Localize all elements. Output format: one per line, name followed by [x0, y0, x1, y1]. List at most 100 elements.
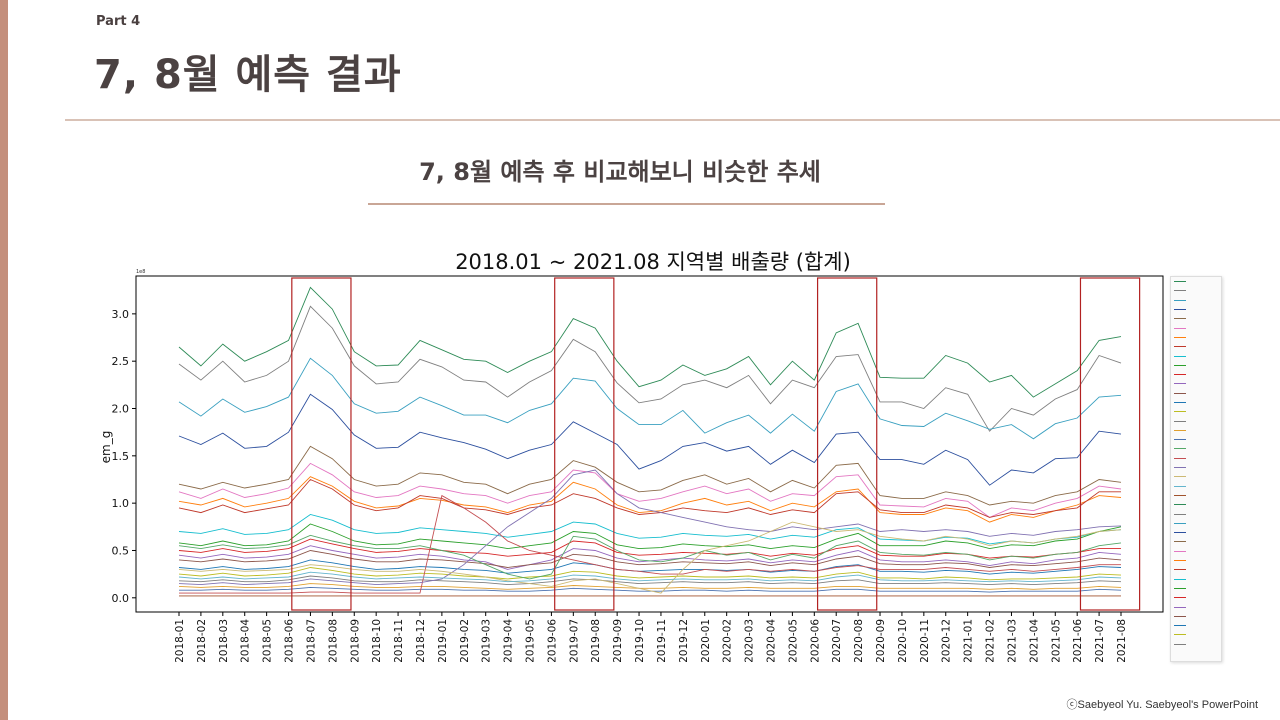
legend-item	[1171, 584, 1221, 593]
series-line	[179, 515, 1121, 544]
legend-swatch	[1174, 569, 1186, 570]
legend-item	[1171, 416, 1221, 425]
legend-swatch	[1174, 588, 1186, 589]
x-tick-label: 2020-10	[897, 619, 909, 662]
x-tick-label: 2021-04	[1028, 619, 1040, 662]
legend-swatch	[1174, 644, 1186, 645]
series-line	[179, 358, 1121, 439]
y-tick-label: 1.0	[112, 497, 130, 510]
legend-swatch	[1174, 616, 1186, 617]
x-tick-label: 2018-02	[196, 619, 208, 662]
legend-swatch	[1174, 486, 1186, 487]
legend-swatch	[1174, 523, 1186, 524]
x-tick-label: 2019-12	[678, 619, 690, 662]
legend-swatch	[1174, 514, 1186, 515]
series-line	[179, 551, 1121, 568]
series-line	[179, 524, 1121, 549]
legend-item	[1171, 575, 1221, 584]
part-label: Part 4	[96, 14, 140, 29]
x-tick-label: 2018-09	[349, 619, 361, 662]
legend-item	[1171, 314, 1221, 323]
legend-item	[1171, 305, 1221, 314]
legend-item	[1171, 556, 1221, 565]
legend-swatch	[1174, 458, 1186, 459]
subtitle-divider	[368, 203, 885, 205]
legend-item	[1171, 602, 1221, 611]
y-tick-label: 2.0	[112, 403, 130, 416]
legend-item	[1171, 528, 1221, 537]
x-tick-label: 2020-11	[919, 619, 931, 662]
x-tick-label: 2020-09	[875, 619, 887, 662]
x-tick-label: 2019-02	[459, 619, 471, 662]
legend-swatch	[1174, 430, 1186, 431]
legend-swatch	[1174, 365, 1186, 366]
x-tick-label: 2019-01	[437, 619, 449, 662]
series-line	[179, 539, 1121, 558]
legend-swatch	[1174, 597, 1186, 598]
legend-swatch	[1174, 383, 1186, 384]
y-tick-label: 3.0	[112, 308, 130, 321]
legend-item	[1171, 621, 1221, 630]
legend-swatch	[1174, 393, 1186, 394]
legend-swatch	[1174, 281, 1186, 282]
y-offset-label: 1e8	[136, 269, 145, 275]
legend-swatch	[1174, 448, 1186, 449]
legend-swatch	[1174, 625, 1186, 626]
x-tick-label: 2021-06	[1072, 619, 1084, 662]
legend-item	[1171, 407, 1221, 416]
x-tick-label: 2018-04	[240, 619, 252, 662]
legend-item	[1171, 323, 1221, 332]
x-tick-label: 2020-07	[831, 619, 843, 662]
x-tick-label: 2018-12	[415, 619, 427, 662]
legend-item	[1171, 286, 1221, 295]
x-tick-label: 2021-05	[1050, 619, 1062, 662]
x-tick-label: 2020-02	[722, 619, 734, 662]
x-tick-label: 2018-06	[284, 619, 296, 662]
y-tick-label: 0.0	[112, 592, 130, 605]
legend-item	[1171, 491, 1221, 500]
legend-swatch	[1174, 411, 1186, 412]
x-tick-label: 2019-06	[546, 619, 558, 662]
x-tick-label: 2019-08	[590, 619, 602, 662]
slide-title: 7, 8월 예측 결과	[94, 42, 402, 100]
legend-swatch	[1174, 467, 1186, 468]
x-tick-label: 2021-03	[1006, 619, 1018, 662]
footer-credit: ⓒSaebyeol Yu. Saebyeol's PowerPoint	[1067, 696, 1258, 712]
legend-item	[1171, 593, 1221, 602]
legend-item	[1171, 370, 1221, 379]
x-tick-label: 2019-03	[481, 619, 493, 662]
legend-item	[1171, 435, 1221, 444]
legend-swatch	[1174, 634, 1186, 635]
legend-swatch	[1174, 560, 1186, 561]
highlight-box	[555, 278, 614, 610]
y-tick-label: 2.5	[112, 355, 130, 368]
legend-item	[1171, 333, 1221, 342]
legend-item	[1171, 398, 1221, 407]
legend-item	[1171, 426, 1221, 435]
legend-item	[1171, 519, 1221, 528]
legend-swatch	[1174, 374, 1186, 375]
legend-swatch	[1174, 532, 1186, 533]
series-line	[179, 446, 1121, 505]
series-line	[179, 568, 1121, 580]
legend-item	[1171, 351, 1221, 360]
legend-swatch	[1174, 337, 1186, 338]
legend-item	[1171, 537, 1221, 546]
x-tick-label: 2020-08	[853, 619, 865, 662]
plot-frame	[136, 276, 1163, 612]
legend-swatch	[1174, 300, 1186, 301]
emission-line-chart: 2018.01 ~ 2021.08 지역별 배출량 (합계) em_g 1e8 …	[90, 242, 1165, 662]
x-tick-label: 2019-11	[656, 619, 668, 662]
x-tick-label: 2019-05	[525, 619, 537, 662]
legend-item	[1171, 509, 1221, 518]
legend-swatch	[1174, 476, 1186, 477]
x-tick-label: 2018-01	[174, 619, 186, 662]
x-tick-label: 2020-05	[787, 619, 799, 662]
legend-item	[1171, 296, 1221, 305]
legend-item	[1171, 342, 1221, 351]
x-tick-label: 2020-06	[809, 619, 821, 662]
x-tick-label: 2019-09	[612, 619, 624, 662]
series-line	[179, 560, 1121, 574]
legend-swatch	[1174, 328, 1186, 329]
legend-item	[1171, 565, 1221, 574]
